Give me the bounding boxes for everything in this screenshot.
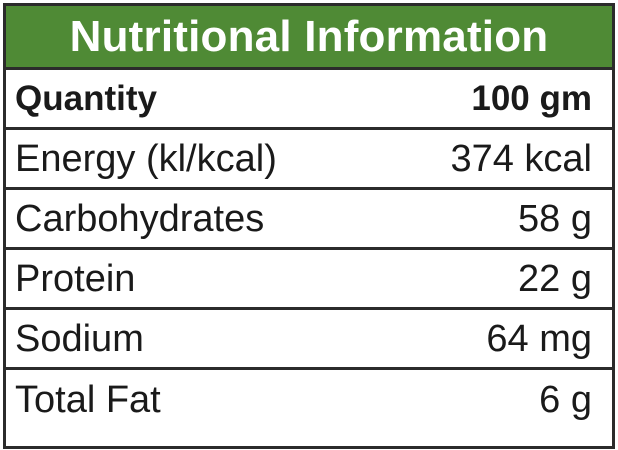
table-row-protein: Protein 22 g (6, 250, 612, 310)
nutrition-title: Nutritional Information (6, 6, 612, 70)
nutrition-facts-panel: Nutritional Information Quantity 100 gm … (3, 3, 615, 449)
quantity-value: 100 gm (471, 79, 592, 118)
total-fat-label: Total Fat (15, 378, 161, 421)
total-fat-value: 6 g (539, 378, 592, 421)
table-row-sodium: Sodium 64 mg (6, 310, 612, 370)
nutrition-table: Quantity 100 gm Energy (kl/kcal) 374 kca… (6, 70, 612, 429)
protein-label: Protein (15, 257, 136, 300)
table-row-energy: Energy (kl/kcal) 374 kcal (6, 130, 612, 190)
quantity-label: Quantity (15, 79, 157, 118)
table-header-row: Quantity 100 gm (6, 70, 612, 130)
protein-value: 22 g (518, 257, 592, 300)
carbohydrates-label: Carbohydrates (15, 197, 265, 240)
table-row-total-fat: Total Fat 6 g (6, 370, 612, 429)
carbohydrates-value: 58 g (518, 197, 592, 240)
table-row-carbohydrates: Carbohydrates 58 g (6, 190, 612, 250)
energy-value: 374 kcal (450, 137, 592, 180)
sodium-value: 64 mg (486, 317, 592, 360)
energy-label: Energy (kl/kcal) (15, 137, 277, 180)
sodium-label: Sodium (15, 317, 144, 360)
